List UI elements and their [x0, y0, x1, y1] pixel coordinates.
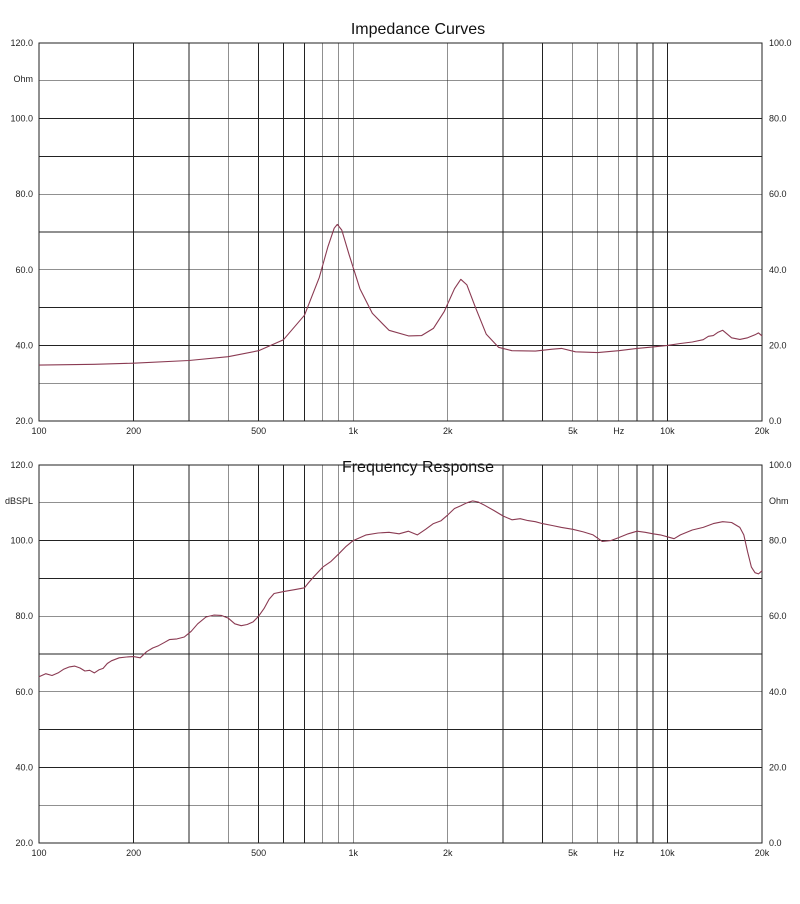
right-y-tick-label: 60.0: [769, 611, 787, 621]
x-tick-label: Hz: [613, 848, 624, 858]
series-line: [38, 500, 763, 678]
plot-frame: [38, 464, 763, 844]
x-tick-label: 1k: [348, 426, 358, 436]
right-y-tick-label: 0.0: [769, 838, 782, 848]
x-tick-label: Hz: [613, 426, 624, 436]
right-axis-unit: Ohm: [769, 496, 789, 506]
left-y-tick-label: 100.0: [10, 536, 33, 546]
left-y-tick-label: 20.0: [15, 416, 33, 426]
right-y-tick-label: 80.0: [769, 536, 787, 546]
series-line: [38, 223, 763, 366]
right-y-tick-label: 60.0: [769, 189, 787, 199]
right-y-tick-label: 0.0: [769, 416, 782, 426]
frequency-response-chart: Frequency Response 100 200 500 1k 2k 5k Hz 10k 2…: [5, 459, 792, 858]
left-y-tick-label: 120.0: [10, 460, 33, 470]
x-tick-label: 500: [251, 848, 266, 858]
x-tick-label: 5k: [568, 426, 578, 436]
x-tick-label: 100: [31, 426, 46, 436]
x-tick-label: 10k: [660, 426, 675, 436]
left-y-tick-label: 120.0: [10, 38, 33, 48]
x-tick-label: 1k: [348, 848, 358, 858]
plot-frame: [38, 42, 763, 422]
x-tick-label: 20k: [755, 848, 770, 858]
x-tick-label: 20k: [755, 426, 770, 436]
left-y-tick-label: 40.0: [15, 340, 33, 350]
x-tick-label: 200: [126, 848, 141, 858]
x-tick-label: 2k: [443, 426, 453, 436]
chart-title: Frequency Response: [342, 459, 494, 476]
left-y-tick-label: 100.0: [10, 114, 33, 124]
left-y-tick-label: 60.0: [15, 265, 33, 275]
right-y-tick-label: 40.0: [769, 265, 787, 275]
left-y-tick-label: 80.0: [15, 611, 33, 621]
right-y-tick-label: 20.0: [769, 340, 787, 350]
right-y-tick-label: 20.0: [769, 762, 787, 772]
x-tick-label: 2k: [443, 848, 453, 858]
impedance-chart: Impedance Curves 100 200 500 1k 2k 5k Hz 10k 20k…: [10, 21, 792, 436]
left-y-tick-label: 40.0: [15, 762, 33, 772]
left-axis-unit: dBSPL: [5, 496, 33, 506]
right-y-tick-label: 100.0: [769, 460, 792, 470]
x-tick-label: 5k: [568, 848, 578, 858]
right-y-tick-label: 80.0: [769, 114, 787, 124]
left-y-tick-label: 60.0: [15, 687, 33, 697]
right-y-tick-label: 40.0: [769, 687, 787, 697]
left-axis-unit: Ohm: [13, 74, 33, 84]
x-tick-label: 500: [251, 426, 266, 436]
left-y-tick-label: 80.0: [15, 189, 33, 199]
x-tick-label: 100: [31, 848, 46, 858]
chart-title: Impedance Curves: [351, 21, 485, 38]
left-y-tick-label: 20.0: [15, 838, 33, 848]
x-tick-label: 200: [126, 426, 141, 436]
x-tick-label: 10k: [660, 848, 675, 858]
right-y-tick-label: 100.0: [769, 38, 792, 48]
